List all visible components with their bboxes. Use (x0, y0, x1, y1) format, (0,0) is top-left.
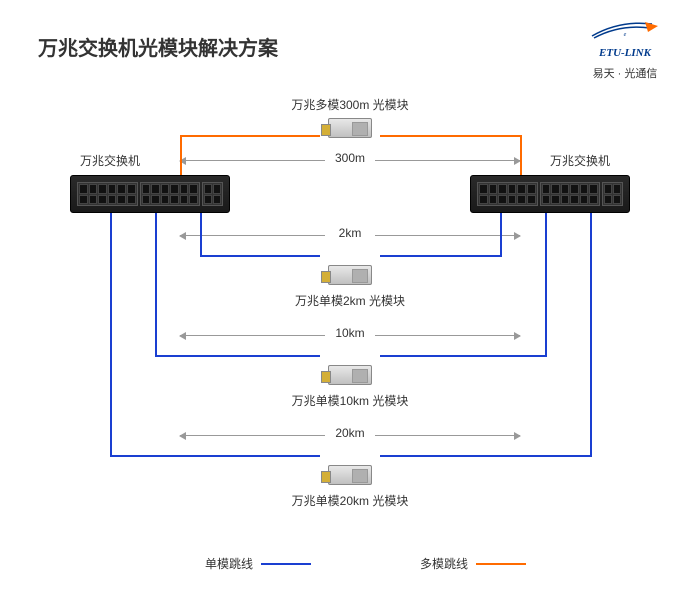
connector-line (545, 213, 547, 355)
legend-swatch (261, 563, 311, 565)
left-switch (70, 175, 230, 213)
switch-ports (77, 182, 223, 206)
connector-line (200, 213, 202, 255)
logo-tagline: 易天 · 光通信 (590, 65, 660, 81)
module-label: 万兆单模20km 光模块 (280, 492, 420, 509)
logo-swoosh-icon: e (590, 18, 660, 42)
optical-module (328, 465, 372, 485)
connector-line (500, 213, 502, 255)
brand-logo: e ETU-LINK 易天 · 光通信 (590, 18, 660, 81)
svg-text:e: e (624, 32, 627, 38)
connector-line (155, 355, 320, 357)
legend-item: 多模跳线 (420, 555, 526, 572)
legend-item: 单模跳线 (205, 555, 311, 572)
connector-line (110, 455, 320, 457)
switch-ports (477, 182, 623, 206)
connector-line (380, 255, 502, 257)
logo-brand-text: ETU-LINK (590, 47, 660, 59)
module-label: 万兆多模300m 光模块 (280, 96, 420, 113)
connector-line (110, 213, 112, 455)
connector-line (180, 135, 182, 175)
module-label: 万兆单模10km 光模块 (280, 392, 420, 409)
optical-module (328, 265, 372, 285)
connector-line (520, 135, 522, 175)
dimension-text: 300m (325, 151, 375, 165)
connector-line (380, 355, 547, 357)
connector-line (380, 135, 522, 137)
dimension-text: 10km (325, 326, 375, 340)
connector-line (155, 213, 157, 355)
legend-label: 单模跳线 (205, 555, 253, 572)
left-switch-label: 万兆交换机 (80, 152, 140, 169)
dimension-text: 20km (325, 426, 375, 440)
connector-line (180, 135, 320, 137)
module-label: 万兆单模2km 光模块 (280, 292, 420, 309)
page-title: 万兆交换机光模块解决方案 (38, 32, 278, 61)
optical-module (328, 365, 372, 385)
connector-line (200, 255, 320, 257)
optical-module (328, 118, 372, 138)
right-switch-label: 万兆交换机 (550, 152, 610, 169)
legend-swatch (476, 563, 526, 565)
connector-line (380, 455, 592, 457)
connector-line (590, 213, 592, 455)
dimension-text: 2km (325, 226, 375, 240)
legend-label: 多模跳线 (420, 555, 468, 572)
right-switch (470, 175, 630, 213)
